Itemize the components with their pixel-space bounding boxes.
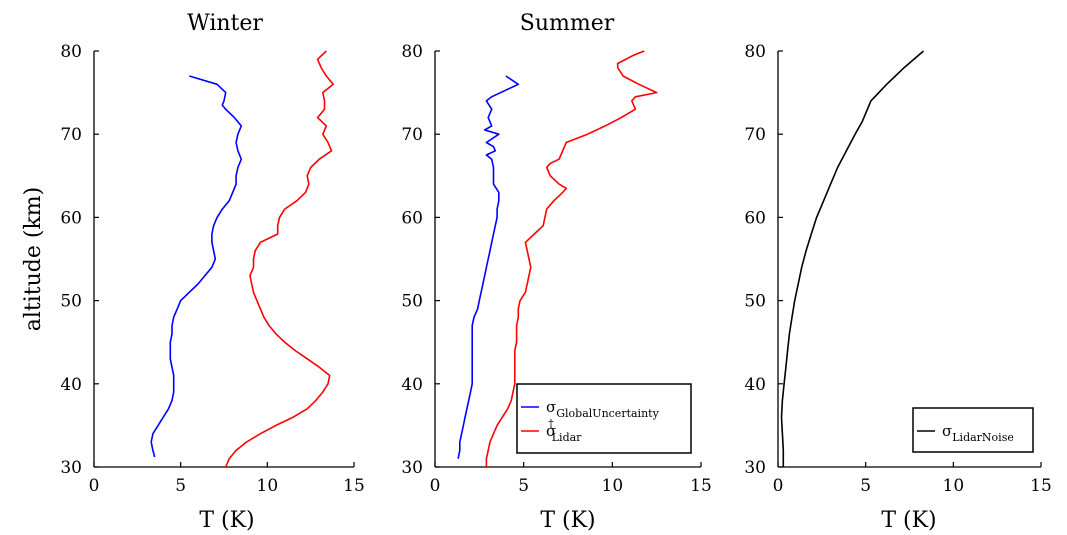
x-tick-label: 10 [943,476,965,496]
x-tick-label: 15 [690,476,712,496]
winter-panel: Winter altitude (km) T (K) 0 5 10 15 30 40 50 6… [21,11,365,533]
y-tick-label: 60 [60,208,82,228]
y-tick-label: 40 [401,375,423,395]
y-tick-label: 70 [60,125,82,145]
y-tick-label: 30 [401,458,423,478]
x-tick-label: 5 [175,476,186,496]
legend: σLidarNoise [912,407,1034,453]
series-line [485,50,658,467]
series-line [224,50,334,468]
y-tick-label: 50 [60,292,82,312]
legend-label: σLidarNoise [942,422,1014,444]
y-tick-label: 80 [401,42,423,62]
plot-area [780,50,925,467]
y-tick-label: 50 [744,292,766,312]
y-tick-label: 40 [744,375,766,395]
x-tick-label: 0 [430,476,441,496]
y-tick-label: 30 [744,458,766,478]
axes: 0 5 10 15 30 40 50 60 70 80 [744,42,1051,496]
plot-area [457,50,658,467]
series-line [457,75,520,459]
panel-title: Summer [520,11,615,36]
legend-box [516,383,692,454]
legend-label: σGlobalUncertainty [546,398,660,420]
y-tick-label: 70 [401,125,423,145]
x-tick-label: 5 [518,476,529,496]
x-tick-label: 10 [257,476,279,496]
x-tick-label: 0 [89,476,100,496]
legend: σGlobalUncertainty σ† Lidar [516,383,692,454]
x-tick-label: 15 [343,476,365,496]
series-line [780,50,925,467]
x-tick-label: 5 [860,476,871,496]
x-tick-label: 0 [773,476,784,496]
y-tick-label: 60 [401,208,423,228]
x-axis-label: T (K) [540,508,595,533]
y-tick-label: 60 [744,208,766,228]
y-tick-label: 40 [60,375,82,395]
x-tick-label: 15 [1030,476,1052,496]
summer-panel: Summer T (K) 0 5 10 15 30 40 50 60 70 80 σGlobalU… [401,11,711,533]
noise-panel: T (K) 0 5 10 15 30 40 50 60 70 80 σLidarNoise [744,42,1051,533]
y-tick-label: 80 [60,42,82,62]
x-axis-label: T (K) [199,508,254,533]
y-axis-label: altitude (km) [21,187,46,332]
legend-box [912,407,1034,453]
x-tick-label: 10 [602,476,624,496]
panel-title: Winter [187,11,263,36]
legend-label: σ† Lidar [546,417,582,444]
y-tick-label: 80 [744,42,766,62]
y-tick-label: 30 [60,458,82,478]
x-axis-label: T (K) [881,508,936,533]
axes: 0 5 10 15 30 40 50 60 70 80 [401,42,711,496]
y-tick-label: 50 [401,292,423,312]
y-tick-label: 70 [744,125,766,145]
plot-area [150,50,334,468]
series-line [150,75,243,458]
axes: 0 5 10 15 30 40 50 60 70 80 [60,42,364,496]
